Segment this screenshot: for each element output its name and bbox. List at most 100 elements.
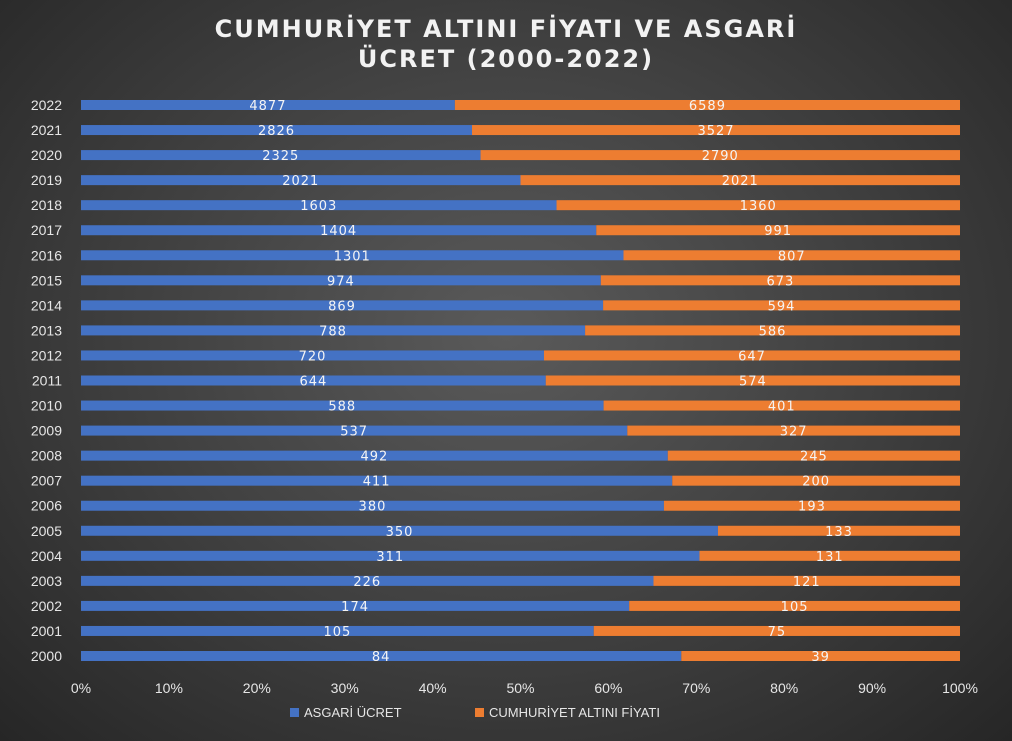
bar-asgari-2020: [81, 150, 481, 161]
data-label-asgari-2018: 1603: [300, 199, 337, 214]
data-label-asgari-2000: 84: [372, 650, 391, 665]
y-tick-label-2016: 2016: [31, 247, 62, 263]
data-label-altin-2003: 121: [793, 575, 821, 590]
bar-altin-2006: [663, 500, 960, 511]
bar-asgari-2000: [81, 651, 682, 661]
y-tick-label-2008: 2008: [31, 448, 62, 464]
bar-altin-2000: [681, 651, 960, 661]
bar-asgari-2014: [81, 300, 604, 311]
bar-altin-2016: [623, 250, 960, 261]
bar-altin-2021: [472, 125, 960, 136]
legend: ASGARİ ÜCRET CUMHURİYET ALTINI FİYATI: [290, 705, 660, 720]
y-tick-label-2013: 2013: [31, 322, 62, 338]
data-label-asgari-2020: 2325: [262, 149, 299, 164]
bar-asgari-2010: [81, 400, 604, 411]
bar-asgari-2005: [81, 525, 718, 536]
data-label-asgari-2017: 1404: [320, 224, 357, 239]
data-label-asgari-2013: 788: [319, 324, 347, 339]
y-tick-label-2009: 2009: [31, 423, 62, 439]
y-tick-label-2003: 2003: [31, 573, 62, 589]
bar-altin-2004: [699, 550, 960, 561]
bar-altin-2014: [603, 300, 960, 311]
chart-title-line-1: CUMHURİYET ALTINI FİYATI VE ASGARİ: [215, 14, 798, 43]
data-label-altin-2019: 2021: [722, 174, 759, 189]
data-label-asgari-2011: 644: [299, 375, 327, 390]
x-tick-label: 30%: [331, 680, 359, 696]
bar-altin-2009: [627, 425, 960, 436]
x-tick-label: 100%: [942, 680, 978, 696]
y-tick-label-2005: 2005: [31, 523, 62, 539]
y-tick-label-2019: 2019: [31, 172, 62, 188]
y-tick-label-2015: 2015: [31, 272, 62, 288]
data-label-asgari-2008: 492: [360, 450, 388, 465]
data-label-altin-2005: 133: [825, 525, 853, 540]
data-label-altin-2004: 131: [816, 550, 844, 565]
y-tick-label-2017: 2017: [31, 222, 62, 238]
x-axis: 0% 10% 20% 30% 40% 50% 60% 70% 80% 90% 100%: [71, 680, 978, 696]
bar-asgari-2011: [81, 375, 546, 386]
data-label-asgari-2015: 974: [327, 274, 355, 289]
bar-asgari-2016: [81, 250, 624, 261]
legend-swatch-altin: [475, 708, 484, 717]
data-label-asgari-2004: 311: [376, 550, 404, 565]
chart-title: CUMHURİYET ALTINI FİYATI VE ASGARİ ÜCRET…: [215, 14, 798, 73]
data-label-altin-2017: 991: [764, 224, 792, 239]
x-tick-label: 20%: [243, 680, 271, 696]
x-tick-label: 70%: [682, 680, 710, 696]
data-label-altin-2020: 2790: [702, 149, 739, 164]
data-label-asgari-2001: 105: [323, 625, 351, 640]
bar-asgari-2021: [81, 125, 473, 136]
data-label-altin-2009: 327: [780, 425, 808, 440]
bar-altin-2008: [667, 450, 960, 461]
bar-altin-2002: [629, 600, 960, 611]
y-tick-label-2012: 2012: [31, 347, 62, 363]
data-label-asgari-2003: 226: [353, 575, 381, 590]
y-axis: 2000 2001 2002 2003 2004 2005 2006 2007 2008 2009…: [31, 97, 62, 664]
bar-asgari-2004: [81, 550, 700, 561]
y-tick-label-2004: 2004: [31, 548, 62, 564]
bar-asgari-2018: [81, 200, 557, 211]
y-tick-label-2006: 2006: [31, 498, 62, 514]
bar-altin-2020: [480, 150, 960, 161]
bar-altin-2011: [545, 375, 960, 386]
y-tick-label-2018: 2018: [31, 197, 62, 213]
y-tick-label-2014: 2014: [31, 297, 62, 313]
data-label-altin-2007: 200: [802, 475, 830, 490]
data-label-altin-2016: 807: [778, 249, 806, 264]
chart-title-line-2: ÜCRET (2000-2022): [358, 43, 654, 73]
y-tick-label-2000: 2000: [31, 648, 62, 664]
x-tick-label: 10%: [155, 680, 183, 696]
y-tick-label-2001: 2001: [31, 623, 62, 639]
data-label-asgari-2007: 411: [363, 475, 391, 490]
bar-altin-2005: [717, 525, 960, 536]
data-label-asgari-2016: 1301: [334, 249, 371, 264]
bar-altin-2019: [520, 175, 960, 186]
y-tick-label-2020: 2020: [31, 147, 62, 163]
legend-label-asgari: ASGARİ ÜCRET: [304, 705, 402, 720]
bar-asgari-2008: [81, 450, 668, 461]
data-label-altin-2000: 39: [811, 650, 830, 665]
data-label-asgari-2022: 4877: [249, 99, 286, 114]
x-tick-label: 50%: [506, 680, 534, 696]
bar-asgari-2013: [81, 325, 586, 336]
bar-altin-2018: [556, 200, 960, 211]
y-tick-label-2022: 2022: [31, 97, 62, 113]
bar-altin-2001: [593, 625, 960, 636]
data-label-asgari-2010: 588: [328, 400, 356, 415]
bar-asgari-2019: [81, 175, 521, 186]
bar-altin-2003: [653, 575, 960, 586]
bar-asgari-2006: [81, 500, 664, 511]
data-label-altin-2006: 193: [798, 500, 826, 515]
bar-altin-2007: [672, 475, 960, 486]
y-tick-label-2021: 2021: [31, 122, 62, 138]
bar-asgari-2007: [81, 475, 673, 486]
x-tick-label: 90%: [858, 680, 886, 696]
data-label-altin-2021: 3527: [697, 124, 734, 139]
x-tick-label: 0%: [71, 680, 91, 696]
data-label-asgari-2009: 537: [340, 425, 368, 440]
data-label-asgari-2014: 869: [328, 299, 356, 314]
bar-altin-2022: [454, 100, 960, 110]
bar-asgari-2017: [81, 225, 597, 236]
bar-altin-2010: [603, 400, 960, 411]
bar-altin-2017: [596, 225, 960, 236]
